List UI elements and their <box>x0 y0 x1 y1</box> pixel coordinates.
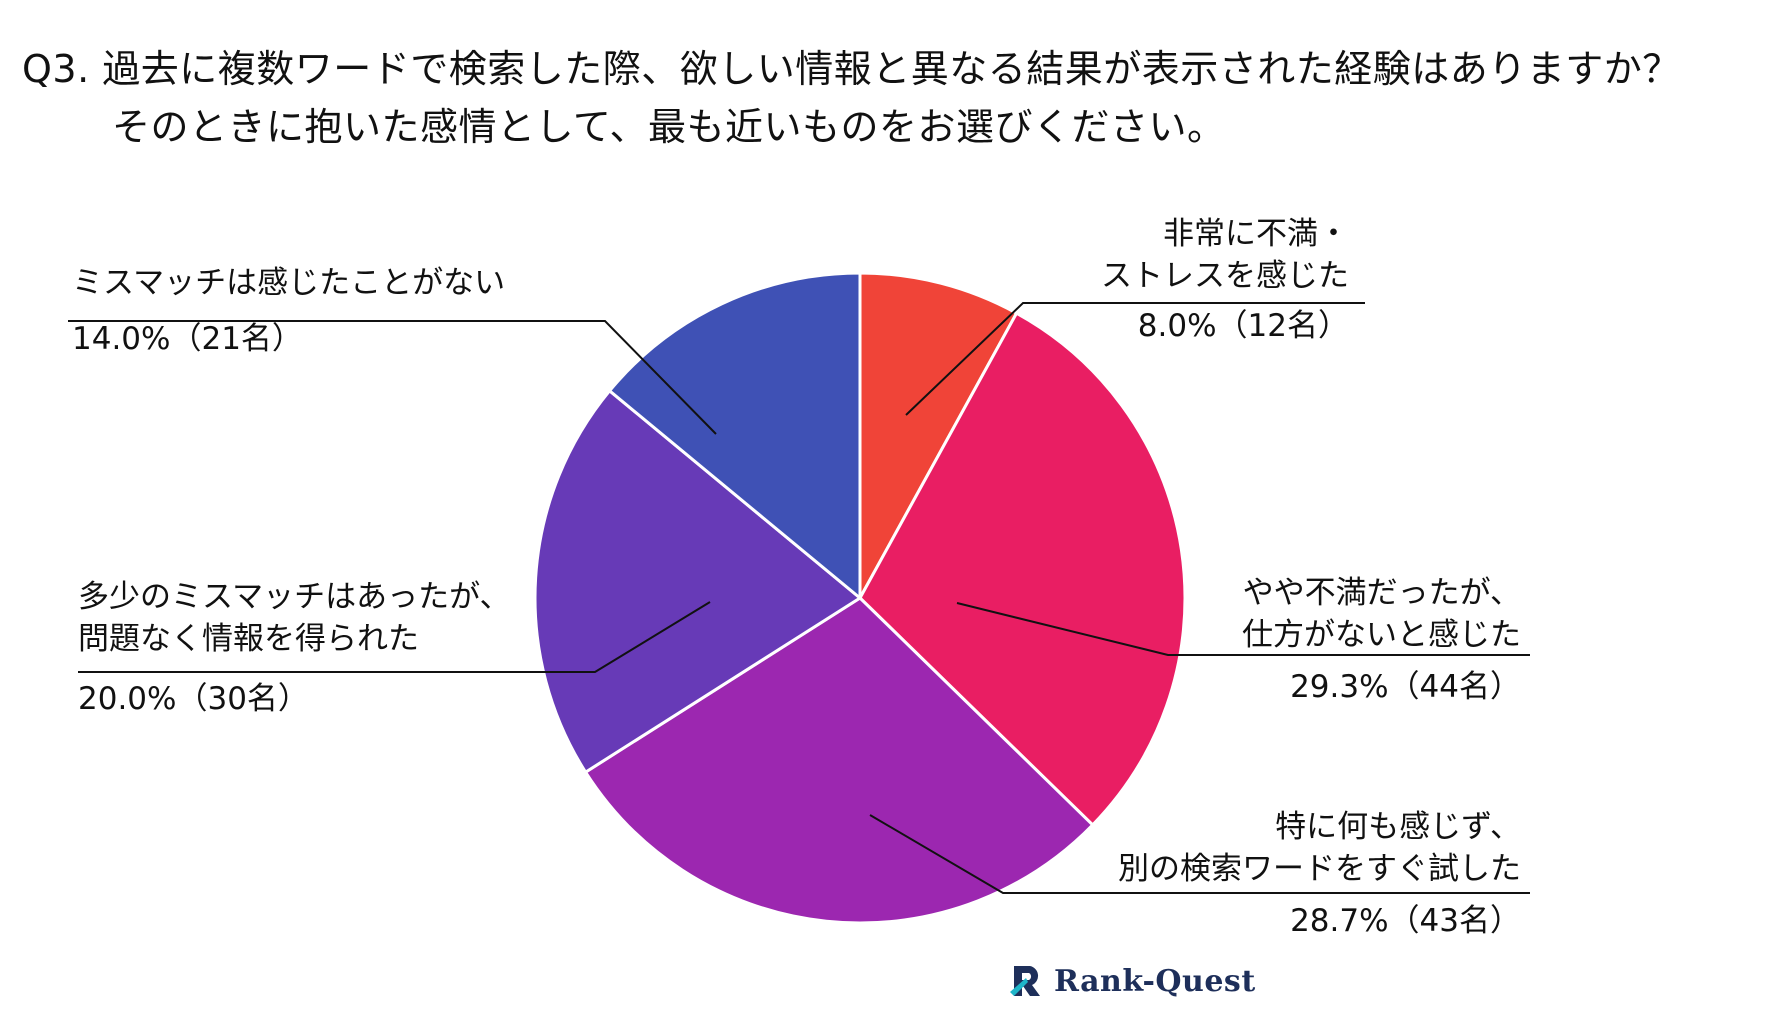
leader-line-somewhat-dissatisfied <box>956 602 1530 656</box>
slice-label-very-dissatisfied: 非常に不満・ ストレスを感じた 8.0%（12名） <box>1101 213 1349 347</box>
slice-label-text-1: ミスマッチは感じたことがない <box>72 265 506 301</box>
slice-percent: 20.0%（30名） <box>78 681 309 717</box>
slice-percent: 28.7%（43名） <box>1290 903 1521 939</box>
pie-slice-very-dissatisfied <box>858 271 1019 599</box>
slice-label-somewhat-dissatisfied: やや不満だったが、 仕方がないと感じた 29.3%（44名） <box>1242 572 1521 708</box>
slice-label-text-2: 別の検索ワードをすぐ試した <box>1118 851 1521 887</box>
slice-label-text-2: 問題なく情報を得られた <box>78 621 419 657</box>
leader-line-no-feeling <box>869 814 1530 894</box>
pie-slice-no-feeling <box>583 596 1095 925</box>
slice-label-text-1: やや不満だったが、 <box>1242 575 1521 611</box>
slice-label-text-2: 仕方がないと感じた <box>1242 617 1521 653</box>
slice-percent: 8.0%（12名） <box>1137 308 1349 344</box>
pie-slice-no-mismatch <box>607 271 862 602</box>
slice-label-minor-mismatch: 多少のミスマッチはあったが、 問題なく情報を得られた 20.0%（30名） <box>78 576 510 720</box>
slice-label-no-feeling: 特に何も感じず、 別の検索ワードをすぐ試した 28.7%（43名） <box>1118 806 1521 942</box>
slice-label-text-1: 特に何も感じず、 <box>1275 809 1521 845</box>
slice-label-text-2: ストレスを感じた <box>1101 258 1349 294</box>
slice-percent: 29.3%（44名） <box>1290 669 1521 705</box>
rank-quest-logo-icon <box>1010 966 1040 996</box>
slice-percent: 14.0%（21名） <box>72 321 303 357</box>
chart-title: Q3. 過去に複数ワードで検索した際、欲しい情報と異なる結果が表示された経験はあ… <box>22 40 1681 156</box>
leader-line-very-dissatisfied <box>905 302 1365 416</box>
rank-quest-logo: Rank-Quest <box>1008 962 1256 1000</box>
pie-slice-somewhat-dissatisfied <box>858 311 1187 828</box>
chart-title-line1: Q3. 過去に複数ワードで検索した際、欲しい情報と異なる結果が表示された経験はあ… <box>22 47 1681 91</box>
slice-label-no-mismatch: ミスマッチは感じたことがない 14.0%（21名） <box>72 262 505 360</box>
leader-line-no-mismatch <box>68 320 717 435</box>
chart-title-line2: そのときに抱いた感情として、最も近いものをお選びください。 <box>112 105 1226 149</box>
rank-quest-logo-text: Rank-Quest <box>1054 963 1256 999</box>
slice-label-text-1: 非常に不満・ <box>1163 216 1349 252</box>
leader-line-minor-mismatch <box>78 601 711 673</box>
pie-slice-minor-mismatch <box>533 388 863 775</box>
slice-label-text-1: 多少のミスマッチはあったが、 <box>78 579 511 615</box>
